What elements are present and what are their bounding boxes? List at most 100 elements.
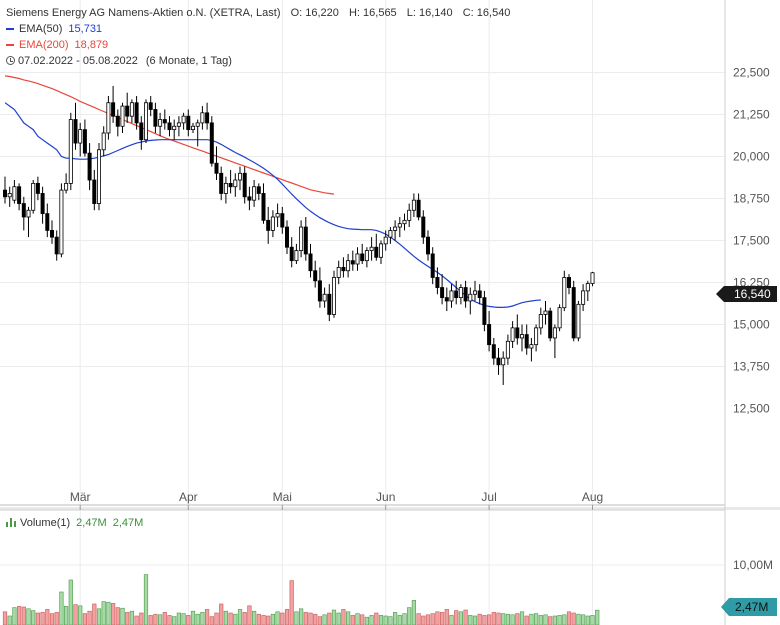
candle: [585, 280, 590, 301]
candle: [181, 112, 186, 130]
volume-bar: [284, 609, 290, 625]
candle-body: [87, 152, 92, 181]
volume-bar: [430, 613, 435, 625]
candle-body: [435, 277, 440, 288]
candle-body: [219, 172, 224, 194]
candle-body: [341, 266, 346, 272]
candle: [54, 230, 59, 261]
candle: [242, 166, 247, 204]
volume-bar: [294, 611, 299, 625]
candle: [477, 284, 482, 305]
candle-body: [209, 122, 214, 164]
candle-body: [458, 287, 463, 299]
candle: [463, 280, 468, 308]
candle-body: [331, 277, 336, 315]
candle-body: [261, 193, 266, 221]
volume-bar: [327, 612, 332, 625]
volume-bar: [576, 613, 581, 625]
volume-bar: [101, 601, 106, 625]
volume-bar: [261, 615, 266, 625]
candle-body: [454, 290, 459, 299]
volume-bar: [482, 615, 487, 625]
candle: [82, 119, 87, 157]
candle-body: [557, 307, 562, 329]
volume-bar: [49, 613, 55, 625]
candle: [158, 112, 163, 137]
candle: [228, 169, 233, 194]
volume-bar: [557, 615, 562, 625]
last-price-badge: 16,540: [716, 286, 777, 302]
candle: [482, 290, 487, 332]
volume-bar: [388, 616, 393, 625]
candle-body: [552, 327, 557, 339]
volume-bar: [524, 615, 529, 625]
volume-bar: [181, 613, 186, 625]
y-tick-label: 12,500: [733, 402, 770, 416]
candle-body: [54, 236, 59, 255]
volume-bar: [12, 607, 17, 625]
candle-body: [176, 122, 181, 127]
candle: [374, 233, 379, 261]
volume-bar: [7, 615, 12, 625]
ema50-line: [4, 102, 541, 308]
volume-bar: [486, 614, 492, 625]
candle-body: [425, 236, 430, 255]
candle: [520, 324, 525, 352]
candle: [529, 337, 534, 362]
x-tick-label: Jul: [481, 490, 496, 504]
date-range[interactable]: 07.02.2022 - 05.08.2022 (6 Monate, 1 Tag): [6, 54, 232, 68]
candle-body: [538, 314, 543, 329]
candle-body: [585, 283, 590, 292]
volume-bar: [143, 574, 149, 625]
candle-body: [233, 179, 238, 188]
candle-body: [190, 125, 195, 131]
candle-body: [562, 277, 567, 309]
volume-bar: [519, 611, 525, 625]
volume-bars-icon: [6, 518, 16, 527]
volume-bar: [172, 616, 177, 625]
instrument-name: Siemens Energy AG Namens-Aktien o.N. (XE…: [6, 7, 281, 19]
y-tick-label: 22,500: [733, 66, 770, 80]
volume-legend[interactable]: Volume(1) 2,47M 2,47M: [6, 516, 143, 530]
legend-ema50[interactable]: EMA(50) 15,731: [6, 22, 102, 36]
candle-body: [35, 182, 40, 194]
candle-body: [280, 213, 285, 228]
candle-body: [270, 216, 275, 231]
candle: [35, 176, 40, 201]
volume-bar: [176, 612, 182, 625]
volume-bar: [501, 613, 506, 625]
candle-body: [73, 119, 78, 144]
candle: [322, 287, 327, 308]
candle: [524, 324, 529, 355]
candle-body: [106, 102, 111, 134]
candle-body: [472, 290, 477, 295]
candle-body: [336, 266, 341, 278]
candle-body: [590, 272, 595, 284]
candle-body: [313, 270, 318, 282]
candle: [78, 122, 83, 157]
candle: [407, 203, 412, 228]
volume-bar: [219, 603, 224, 625]
candle: [430, 247, 435, 285]
candle: [45, 203, 50, 238]
candle-body: [402, 219, 407, 225]
ohlc-low: L: 16,140: [406, 7, 453, 19]
legend-ema200[interactable]: EMA(200) 18,879: [6, 38, 108, 52]
candle: [3, 176, 8, 204]
candle-body: [529, 344, 534, 349]
volume-bar: [331, 609, 337, 625]
volume-bar: [73, 604, 78, 625]
candle: [313, 260, 318, 288]
last-volume-badge: 2,47M: [720, 598, 778, 616]
candle-body: [242, 172, 247, 198]
candle: [336, 260, 341, 285]
candle: [552, 324, 557, 359]
volume-bar: [280, 612, 285, 625]
candle: [468, 287, 473, 315]
volume-bar: [444, 609, 449, 625]
candle-body: [421, 216, 426, 238]
volume-bar: [533, 613, 539, 625]
candle: [233, 173, 238, 197]
x-tick-label: Mär: [70, 490, 91, 504]
